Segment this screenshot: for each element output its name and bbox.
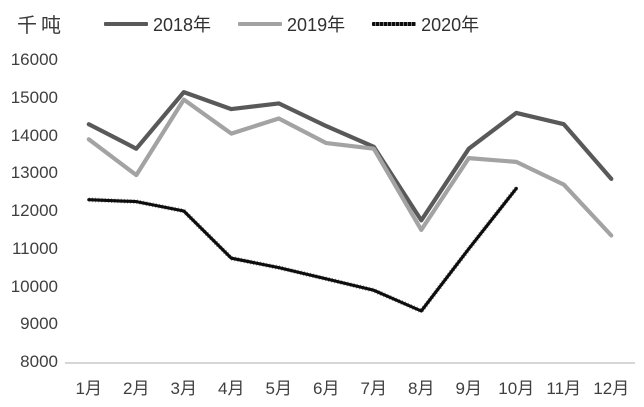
y-tick-label: 9000 xyxy=(20,314,58,334)
x-tick-label: 12月 xyxy=(593,379,630,398)
legend-swatch-2020 xyxy=(372,22,417,26)
legend-item-2018: 2018年 xyxy=(104,11,211,37)
y-tick-label: 10000 xyxy=(10,276,58,296)
y-tick-label: 14000 xyxy=(10,125,58,145)
y-tick-label: 8000 xyxy=(20,352,58,371)
x-tick-label: 10月 xyxy=(498,379,535,398)
legend-label-2020: 2020年 xyxy=(421,15,480,35)
y-tick-label: 16000 xyxy=(10,50,58,69)
x-tick-label: 6月 xyxy=(313,379,340,398)
series-line-2019年 xyxy=(86,97,614,238)
y-axis-unit-label: 千吨 xyxy=(17,15,65,37)
series-line-2020年 xyxy=(87,186,518,313)
chart-legend: 2018年 2019年 2020年 xyxy=(104,11,479,37)
x-tick-label: 9月 xyxy=(455,379,482,398)
x-tick-label: 3月 xyxy=(170,379,197,398)
legend-label-2018: 2018年 xyxy=(153,15,212,35)
legend-swatch-2018 xyxy=(104,22,148,26)
legend-label-2019: 2019年 xyxy=(287,15,346,35)
y-tick-label: 11000 xyxy=(11,238,58,258)
x-tick-label: 5月 xyxy=(265,379,292,398)
y-tick-label: 12000 xyxy=(10,201,58,220)
x-tick-label: 7月 xyxy=(360,379,387,398)
series-line-2018年 xyxy=(86,89,614,223)
x-tick-label: 11月 xyxy=(546,379,582,398)
y-tick-label: 13000 xyxy=(10,163,58,183)
legend-item-2020: 2020年 xyxy=(372,11,479,37)
x-tick-label: 4月 xyxy=(218,379,245,398)
legend-swatch-2019 xyxy=(238,22,283,26)
x-tick-label: 2月 xyxy=(123,379,150,398)
series-line-texture-2020年 xyxy=(88,186,519,314)
x-tick-label: 8月 xyxy=(408,379,435,398)
x-tick-label: 1月 xyxy=(75,379,102,398)
legend-item-2019: 2019年 xyxy=(238,11,345,37)
y-tick-label: 15000 xyxy=(10,87,58,107)
